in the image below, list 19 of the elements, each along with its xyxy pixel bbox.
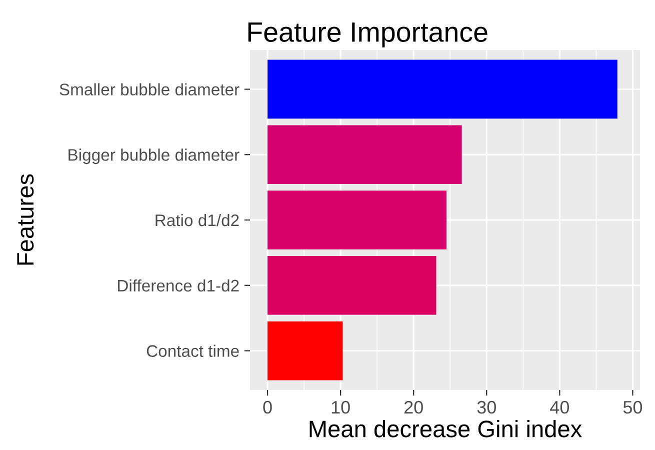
x-tick-label: 10 xyxy=(332,400,350,414)
x-tick-label: 30 xyxy=(477,400,496,414)
x-tick-label: 0 xyxy=(263,400,272,414)
y-axis-title: Features xyxy=(17,174,34,265)
y-tick-label: Smaller bubble diameter xyxy=(60,83,240,96)
y-tick-label: Bigger bubble diameter xyxy=(68,148,240,164)
x-axis-title: Mean decrease Gini index xyxy=(310,420,582,438)
x-tick-label: 50 xyxy=(623,400,642,414)
bar xyxy=(268,190,446,250)
bar xyxy=(268,256,436,315)
y-tick-label: Contact time xyxy=(146,344,239,357)
bar xyxy=(268,60,618,119)
y-tick-label: Difference d1-d2 xyxy=(118,279,239,292)
bar xyxy=(268,125,462,184)
y-tick-label: Ratio d1/d2 xyxy=(156,214,239,226)
chart-title: Feature Importance xyxy=(248,22,488,48)
x-tick-label: 20 xyxy=(404,400,423,414)
bar xyxy=(268,321,343,380)
x-tick-label: 40 xyxy=(550,400,569,414)
